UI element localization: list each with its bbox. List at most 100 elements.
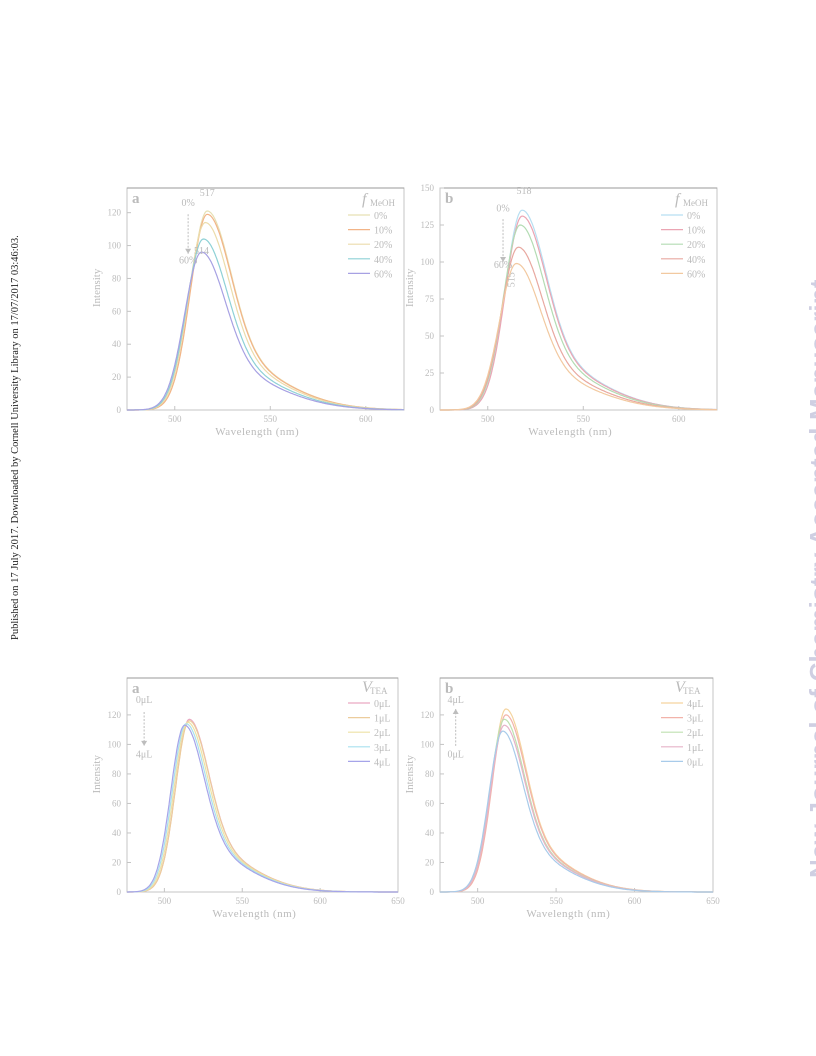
x-tick-label: 550 xyxy=(236,896,250,906)
series-line xyxy=(440,224,717,411)
x-tick-label: 500 xyxy=(481,414,495,424)
legend-title-subscript: TEA xyxy=(370,686,388,696)
legend-entry: 0% xyxy=(687,211,700,222)
x-tick-label: 650 xyxy=(706,896,720,906)
legend-entry: 4μL xyxy=(687,699,703,710)
series-line xyxy=(127,723,398,893)
trend-label: 0μL xyxy=(136,695,152,706)
y-tick-label: 150 xyxy=(421,183,435,193)
x-tick-label: 550 xyxy=(549,896,563,906)
y-tick-label: 50 xyxy=(425,331,435,341)
y-tick-label: 20 xyxy=(112,372,122,382)
legend-title: f xyxy=(675,191,682,208)
legend-entry: 10% xyxy=(374,226,392,237)
legend-title-subscript: MeOH xyxy=(683,198,708,208)
series-line xyxy=(127,238,404,411)
x-tick-label: 550 xyxy=(264,414,278,424)
trend-label: 4μL xyxy=(447,695,463,706)
legend-entry: 3μL xyxy=(687,714,703,725)
y-tick-label: 0 xyxy=(117,887,122,897)
legend-title: f xyxy=(362,191,369,208)
y-tick-label: 120 xyxy=(421,710,435,720)
y-tick-label: 40 xyxy=(112,339,122,349)
panel-letter: a xyxy=(132,681,140,697)
trend-arrow-head xyxy=(500,257,507,262)
y-tick-label: 25 xyxy=(425,368,435,378)
y-tick-label: 60 xyxy=(112,306,122,316)
chart-panel-top-left: 0 20 40 60 80 100 120 500 550 600 Wavelength (nm) I… xyxy=(91,187,405,438)
legend-entry: 0μL xyxy=(374,699,390,710)
trend-label: 0% xyxy=(181,198,194,209)
legend-entry: 2μL xyxy=(374,728,390,739)
legend-entry: 4μL xyxy=(374,757,390,768)
series-line xyxy=(127,718,398,893)
trend-arrow-head xyxy=(185,248,192,254)
x-axis-label: Wavelength (nm) xyxy=(526,908,610,920)
legend-entry: 0% xyxy=(374,211,387,222)
series-line xyxy=(440,714,713,893)
series-line xyxy=(440,246,717,411)
plot-frame xyxy=(126,677,399,893)
legend-entry: 1μL xyxy=(687,743,703,754)
legend-entry: 20% xyxy=(374,240,392,251)
peak-label: 514 xyxy=(194,246,209,257)
trend-label: 4μL xyxy=(136,750,152,761)
x-axis-label: Wavelength (nm) xyxy=(212,908,296,920)
x-tick-label: 600 xyxy=(359,414,373,424)
series-line xyxy=(127,251,404,411)
legend-title: V xyxy=(675,679,687,696)
peak-label: 517 xyxy=(200,188,215,199)
y-axis-label: Intensity xyxy=(91,268,103,307)
chart-panel-bottom-right: 0 20 40 60 80 100 120 500 550 600 650 Wavelength (n… xyxy=(404,677,720,920)
y-tick-label: 0 xyxy=(430,405,435,415)
legend-title-subscript: MeOH xyxy=(370,198,395,208)
legend-title: V xyxy=(362,679,374,696)
x-tick-label: 500 xyxy=(471,896,485,906)
publication-note: Published on 17 July 2017. Downloaded by… xyxy=(4,235,26,645)
peak-label: 518 xyxy=(517,186,532,197)
y-tick-label: 20 xyxy=(112,857,122,867)
plot-frame xyxy=(439,677,714,893)
x-tick-label: 600 xyxy=(672,414,686,424)
x-tick-label: 550 xyxy=(577,414,591,424)
x-tick-label: 500 xyxy=(158,896,172,906)
series-line xyxy=(127,724,398,893)
y-tick-label: 40 xyxy=(112,828,122,838)
y-tick-label: 20 xyxy=(425,857,435,867)
legend-entry: 2μL xyxy=(687,728,703,739)
y-tick-label: 75 xyxy=(425,294,435,304)
trend-label: 60% xyxy=(179,256,197,267)
y-tick-label: 0 xyxy=(430,887,435,897)
series-line xyxy=(127,721,398,893)
y-tick-label: 40 xyxy=(425,828,435,838)
plot-frame xyxy=(439,187,718,411)
legend-entry: 40% xyxy=(687,255,705,266)
series-line xyxy=(440,262,718,411)
peak-label: 515 xyxy=(507,272,518,287)
x-tick-label: 600 xyxy=(628,896,642,906)
y-tick-label: 125 xyxy=(421,220,435,230)
panel-letter: b xyxy=(445,681,453,697)
y-tick-label: 60 xyxy=(112,798,122,808)
y-tick-label: 80 xyxy=(112,769,122,779)
legend-entry: 60% xyxy=(374,269,392,280)
chart-panel-bottom-left: 0 20 40 60 80 100 120 500 550 600 650 Wavelength (n… xyxy=(91,677,405,920)
y-axis-label: Intensity xyxy=(404,755,416,794)
y-tick-label: 80 xyxy=(425,769,435,779)
series-line xyxy=(440,718,713,893)
legend-entry: 40% xyxy=(374,255,392,266)
legend-entry: 20% xyxy=(687,240,705,251)
y-tick-label: 100 xyxy=(421,257,435,267)
journal-watermark: New Journal of Chemistry Accepted Manusc… xyxy=(770,170,816,890)
publication-note-text: Published on 17 July 2017. Downloaded by… xyxy=(10,235,21,640)
y-tick-label: 100 xyxy=(108,739,122,749)
y-tick-label: 80 xyxy=(112,273,122,283)
trend-arrow-head xyxy=(452,708,459,714)
x-tick-label: 600 xyxy=(313,896,327,906)
legend-entry: 60% xyxy=(687,269,705,280)
x-axis-label: Wavelength (nm) xyxy=(215,426,299,438)
trend-label: 0% xyxy=(496,204,509,215)
panel-letter: b xyxy=(445,191,453,207)
y-tick-label: 100 xyxy=(421,739,435,749)
legend-entry: 1μL xyxy=(374,714,390,725)
